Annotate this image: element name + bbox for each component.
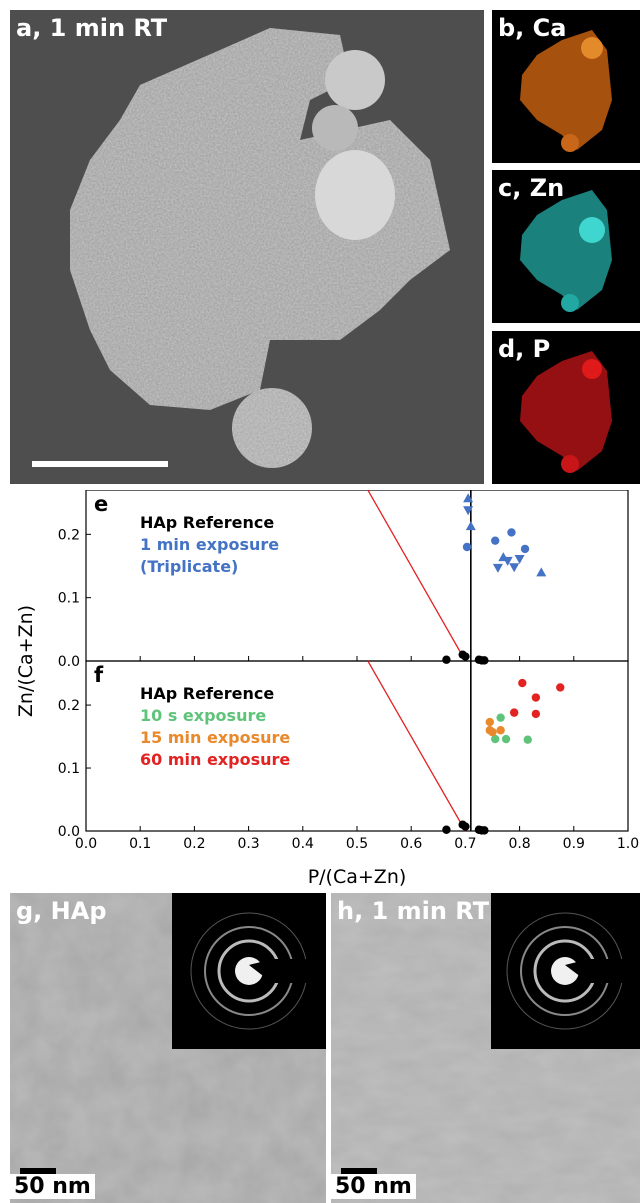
- data-point: [492, 563, 503, 573]
- x-tick-label: 0.0: [75, 836, 97, 852]
- data-point: [461, 652, 470, 661]
- tem-1min-scale-label: 50 nm: [331, 1174, 416, 1199]
- guide-line: [367, 490, 466, 662]
- data-point: [463, 506, 474, 516]
- data-point: [461, 822, 470, 831]
- data-point: [485, 717, 494, 727]
- panel-b-ca-map: b, Ca: [492, 10, 640, 163]
- data-point: [507, 528, 516, 537]
- sem-particle: [32, 28, 450, 468]
- scatter-charts: 0.0 0.1 0.2 e HAp Reference 1 min exposure (Tr…: [15, 490, 639, 888]
- sem-scale-bar: [32, 461, 168, 467]
- panel-h-tem-1min: h, 1 min RT 50 nm: [331, 893, 640, 1203]
- legend-entry: HAp Reference: [140, 684, 274, 703]
- legend-entry: HAp Reference: [140, 513, 274, 532]
- sem-particle-body: [70, 28, 450, 468]
- data-point: [531, 709, 541, 719]
- data-point: [501, 734, 511, 744]
- x-tick-label: 0.8: [508, 836, 530, 852]
- legend-entry: 60 min exposure: [140, 750, 290, 769]
- panel-g-tem-hap: g, HAp 50 nm: [10, 893, 326, 1203]
- data-point: [502, 556, 513, 566]
- tem-hap-image: [10, 893, 326, 1203]
- x-tick-label: 0.1: [129, 836, 151, 852]
- data-point: [442, 655, 451, 664]
- x-tick-label: 0.4: [292, 836, 314, 852]
- legend-entry: 1 min exposure: [140, 535, 279, 554]
- y-axis-label: Zn/(Ca+Zn): [15, 605, 37, 717]
- data-point: [496, 713, 505, 722]
- panel-b-label: b, Ca: [498, 14, 567, 42]
- x-tick-label: 0.6: [400, 836, 422, 852]
- data-point: [491, 734, 500, 744]
- tem-1min-image: [331, 893, 640, 1203]
- zn-map-image: [520, 190, 612, 312]
- panel-d-label: d, P: [498, 335, 551, 363]
- x-tick-label: 0.5: [346, 836, 368, 852]
- y-tick-label: 0.2: [58, 698, 80, 714]
- data-point: [509, 563, 520, 573]
- guide-line: [367, 660, 466, 832]
- y-tick-label: 0.1: [58, 761, 80, 777]
- legend-entry: 15 min exposure: [140, 728, 290, 747]
- y-tick-label: 0.0: [58, 654, 80, 670]
- x-tick-label: 0.7: [454, 836, 476, 852]
- p-map-image: [520, 351, 612, 473]
- legend-entry: (Triplicate): [140, 557, 238, 576]
- x-axis-label: P/(Ca+Zn): [308, 866, 407, 888]
- data-point: [518, 678, 527, 688]
- y-tick-label: 0.2: [58, 527, 80, 543]
- data-point: [480, 826, 489, 835]
- data-point: [509, 708, 519, 717]
- data-point: [523, 735, 532, 744]
- x-tick-label: 0.9: [563, 836, 585, 852]
- data-point: [496, 726, 505, 735]
- y-tick-label: 0.0: [58, 824, 80, 840]
- ca-map-image: [520, 30, 612, 152]
- data-point: [480, 656, 489, 665]
- data-point: [462, 542, 472, 552]
- data-point: [488, 727, 497, 737]
- y-tick-label: 0.1: [58, 591, 80, 607]
- data-point: [491, 536, 500, 545]
- tem-hap-scale-label: 50 nm: [10, 1174, 95, 1199]
- panel-c-zn-map: c, Zn: [492, 170, 640, 323]
- data-point: [463, 493, 474, 503]
- panel-g-label: g, HAp: [16, 897, 107, 925]
- chart-panel-label: f: [94, 663, 104, 687]
- data-point: [536, 567, 547, 577]
- data-point: [465, 521, 476, 531]
- panel-d-p-map: d, P: [492, 331, 640, 484]
- data-point: [514, 555, 525, 565]
- data-point: [442, 825, 451, 834]
- data-point: [520, 544, 530, 554]
- panel-c-label: c, Zn: [498, 174, 565, 202]
- x-tick-label: 0.2: [183, 836, 205, 852]
- data-point: [556, 683, 565, 692]
- x-tick-label: 1.0: [617, 836, 639, 852]
- chart-panel-e: 0.0 0.1 0.2 e HAp Reference 1 min exposure (Tr…: [58, 490, 629, 670]
- chart-panel-label: e: [94, 492, 108, 516]
- panel-a-sem-image: a, 1 min RT: [10, 10, 484, 484]
- chart-panel-f: 0.0 0.1 0.2 0.0 0.1 0.2 0.3 0.4 0.5 0.6 0.7 0.8 0.9 1…: [58, 660, 639, 852]
- panel-h-label: h, 1 min RT: [337, 897, 490, 925]
- panel-a-label: a, 1 min RT: [16, 14, 168, 42]
- legend-entry: 10 s exposure: [140, 706, 266, 725]
- data-point: [531, 693, 541, 702]
- x-tick-label: 0.3: [237, 836, 259, 852]
